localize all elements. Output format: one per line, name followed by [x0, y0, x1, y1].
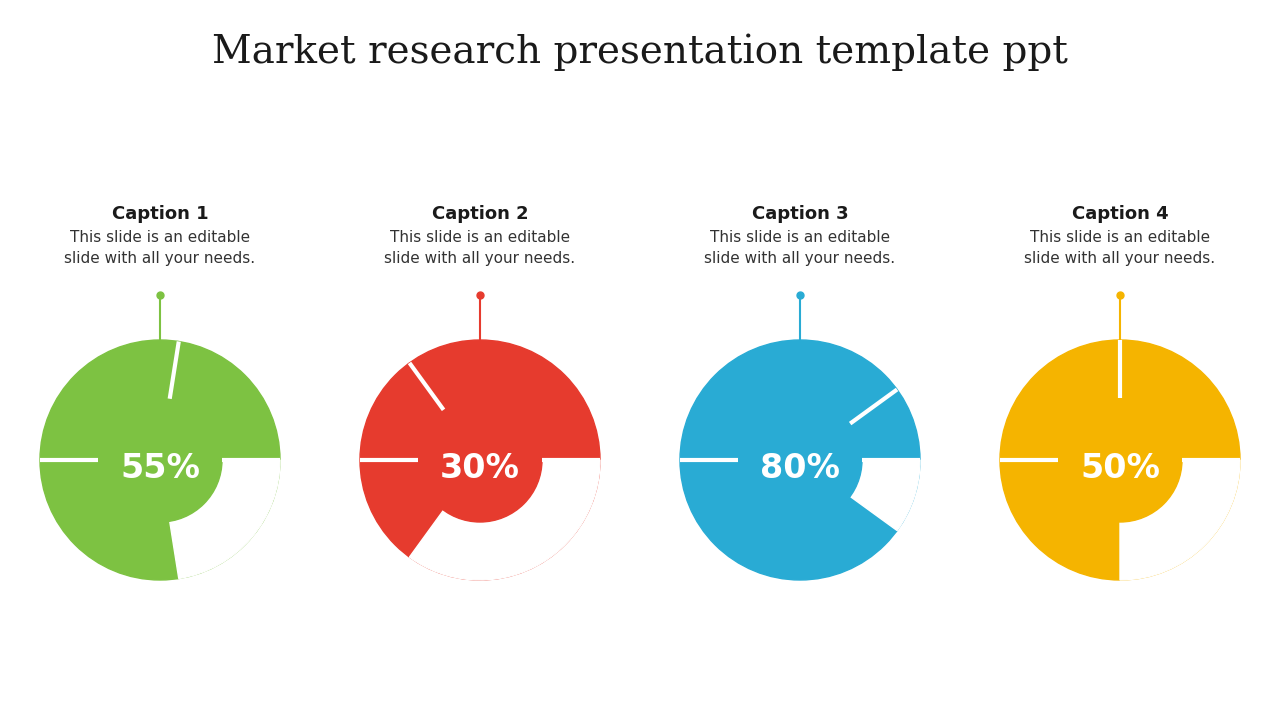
Wedge shape	[1120, 460, 1240, 580]
Wedge shape	[170, 460, 280, 579]
Text: Caption 2: Caption 2	[431, 205, 529, 223]
Text: 30%: 30%	[440, 451, 520, 485]
Wedge shape	[410, 460, 600, 580]
Circle shape	[99, 398, 221, 522]
Text: 80%: 80%	[760, 451, 840, 485]
Circle shape	[419, 398, 541, 522]
Circle shape	[680, 340, 920, 580]
Text: Caption 3: Caption 3	[751, 205, 849, 223]
Text: Caption 4: Caption 4	[1071, 205, 1169, 223]
Wedge shape	[850, 460, 920, 531]
Text: Caption 1: Caption 1	[111, 205, 209, 223]
Circle shape	[739, 398, 861, 522]
Text: 50%: 50%	[1080, 451, 1160, 485]
Circle shape	[360, 340, 600, 580]
Text: This slide is an editable
slide with all your needs.: This slide is an editable slide with all…	[704, 230, 896, 266]
Circle shape	[1000, 340, 1240, 580]
Circle shape	[40, 340, 280, 580]
Text: This slide is an editable
slide with all your needs.: This slide is an editable slide with all…	[1024, 230, 1216, 266]
Text: 55%: 55%	[120, 451, 200, 485]
Text: Market research presentation template ppt: Market research presentation template pp…	[212, 33, 1068, 71]
Circle shape	[1059, 398, 1181, 522]
Text: This slide is an editable
slide with all your needs.: This slide is an editable slide with all…	[64, 230, 256, 266]
Text: This slide is an editable
slide with all your needs.: This slide is an editable slide with all…	[384, 230, 576, 266]
